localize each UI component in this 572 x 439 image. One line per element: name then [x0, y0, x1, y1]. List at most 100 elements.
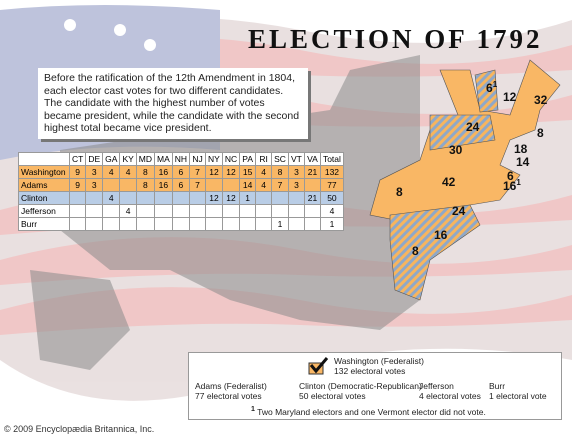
footnote: 1 Two Maryland electors and one Vermont … — [251, 405, 486, 417]
vote-cell — [135, 217, 156, 231]
state-votes: 24 — [466, 120, 480, 134]
state-votes-number: 24 — [452, 204, 466, 218]
state-votes-number: 30 — [449, 143, 463, 157]
candidate-name: Jefferson — [419, 381, 454, 391]
state-votes-number: 18 — [514, 142, 528, 156]
header-cell: Total — [319, 152, 344, 166]
vote-cell: 3 — [85, 165, 104, 179]
vote-cell — [287, 191, 305, 205]
vote-cell — [205, 217, 223, 231]
state-votes-number: 24 — [466, 120, 480, 134]
footnote-mark: 1 — [251, 405, 255, 413]
vote-cell: 16 — [154, 165, 173, 179]
vote-cell — [102, 204, 121, 218]
header-cell: VT — [287, 152, 305, 166]
candidate-votes: 77 electoral votes — [195, 391, 262, 401]
state-votes-number: 16 — [503, 179, 517, 193]
vote-cell: 12 — [205, 191, 223, 205]
state-votes-note: 1 — [516, 178, 521, 187]
table-row: Jefferson 4 4 — [18, 204, 344, 218]
vote-table: CT DE GA KY MD MA NH NJ NY NC PA RI SC VT VA Total Washi… — [18, 152, 344, 231]
state-votes: 42 — [442, 175, 456, 189]
candidate-cell: Jefferson — [18, 204, 70, 218]
vote-cell — [271, 204, 289, 218]
vote-cell: 3 — [287, 178, 305, 192]
vote-cell — [205, 178, 223, 192]
state-votes-number: 32 — [534, 93, 548, 107]
vote-cell: 50 — [319, 191, 344, 205]
vote-cell: 4 — [102, 191, 121, 205]
candidate-votes: 4 electoral votes — [419, 391, 481, 401]
vote-cell — [303, 204, 321, 218]
vote-cell: 4 — [102, 165, 121, 179]
vote-cell: 9 — [68, 165, 87, 179]
vote-cell: 8 — [135, 165, 156, 179]
candidate-cell: Clinton — [18, 191, 70, 205]
candidate-name: Burr — [489, 381, 506, 391]
vote-cell: 8 — [271, 165, 289, 179]
state-votes: 8 — [396, 185, 403, 199]
vote-cell — [154, 217, 173, 231]
vote-cell — [255, 217, 273, 231]
vote-cell: 77 — [319, 178, 344, 192]
candidate-votes: 50 electoral votes — [299, 391, 366, 401]
vote-cell — [239, 217, 257, 231]
vote-cell — [119, 217, 137, 231]
check-icon — [308, 357, 329, 375]
vote-cell: 7 — [271, 178, 289, 192]
vote-cell — [287, 204, 305, 218]
state-votes: 32 — [534, 93, 548, 107]
vote-cell: 12 — [205, 165, 223, 179]
vote-cell: 4 — [319, 204, 344, 218]
state-votes: 12 — [503, 90, 517, 104]
vote-cell: 7 — [189, 165, 207, 179]
state-votes: 18 — [514, 142, 528, 156]
state-votes-note: 1 — [493, 80, 498, 89]
vote-cell — [255, 191, 273, 205]
vote-cell: 4 — [119, 165, 137, 179]
table-row: Washington 9 3 4 4 8 16 6 7 12 12 15 4 8 3 21 132 — [18, 165, 344, 179]
header-cell: GA — [102, 152, 121, 166]
candidate-name: Adams (Federalist) — [195, 381, 267, 391]
table-row: Burr 1 1 — [18, 217, 344, 231]
winner-name: Washington (Federalist) — [334, 356, 424, 366]
header-cell: NC — [221, 152, 241, 166]
vote-cell: 3 — [287, 165, 305, 179]
header-cell: VA — [303, 152, 321, 166]
vote-cell — [189, 204, 207, 218]
table-header: CT DE GA KY MD MA NH NJ NY NC PA RI SC VT VA Total — [18, 152, 344, 166]
vote-cell — [68, 217, 87, 231]
state-votes-number: 42 — [442, 175, 456, 189]
vote-cell — [68, 191, 87, 205]
header-cell: MD — [135, 152, 156, 166]
vote-cell — [102, 217, 121, 231]
header-cell: MA — [154, 152, 173, 166]
vote-cell: 3 — [85, 178, 104, 192]
credit: © 2009 Encyclopædia Britannica, Inc. — [4, 424, 155, 434]
state-votes-number: 16 — [434, 228, 448, 242]
vote-cell — [85, 191, 104, 205]
state-votes: 16 — [434, 228, 448, 242]
vote-cell: 6 — [171, 165, 191, 179]
vote-cell: 1 — [271, 217, 289, 231]
vote-cell: 12 — [221, 165, 241, 179]
vote-cell: 132 — [319, 165, 344, 179]
candidate-name: Clinton (Democratic-Republican) — [299, 381, 422, 391]
vote-cell: 21 — [303, 165, 321, 179]
footnote-text: Two Maryland electors and one Vermont el… — [257, 406, 486, 417]
table-row: Adams 9 3 8 16 6 7 14 4 7 3 77 — [18, 178, 344, 192]
vote-cell — [255, 204, 273, 218]
vote-cell: 16 — [154, 178, 173, 192]
header-cell: PA — [239, 152, 257, 166]
vote-cell — [154, 204, 173, 218]
vote-cell — [171, 191, 191, 205]
state-votes-number: 8 — [412, 244, 419, 258]
state-votes: 161 — [503, 178, 521, 193]
state-votes: 14 — [516, 155, 530, 169]
vote-cell — [85, 217, 104, 231]
intro-text: Before the ratification of the 12th Amen… — [38, 68, 308, 139]
state-votes: 61 — [486, 80, 498, 95]
vote-cell: 21 — [303, 191, 321, 205]
header-cell: DE — [85, 152, 104, 166]
